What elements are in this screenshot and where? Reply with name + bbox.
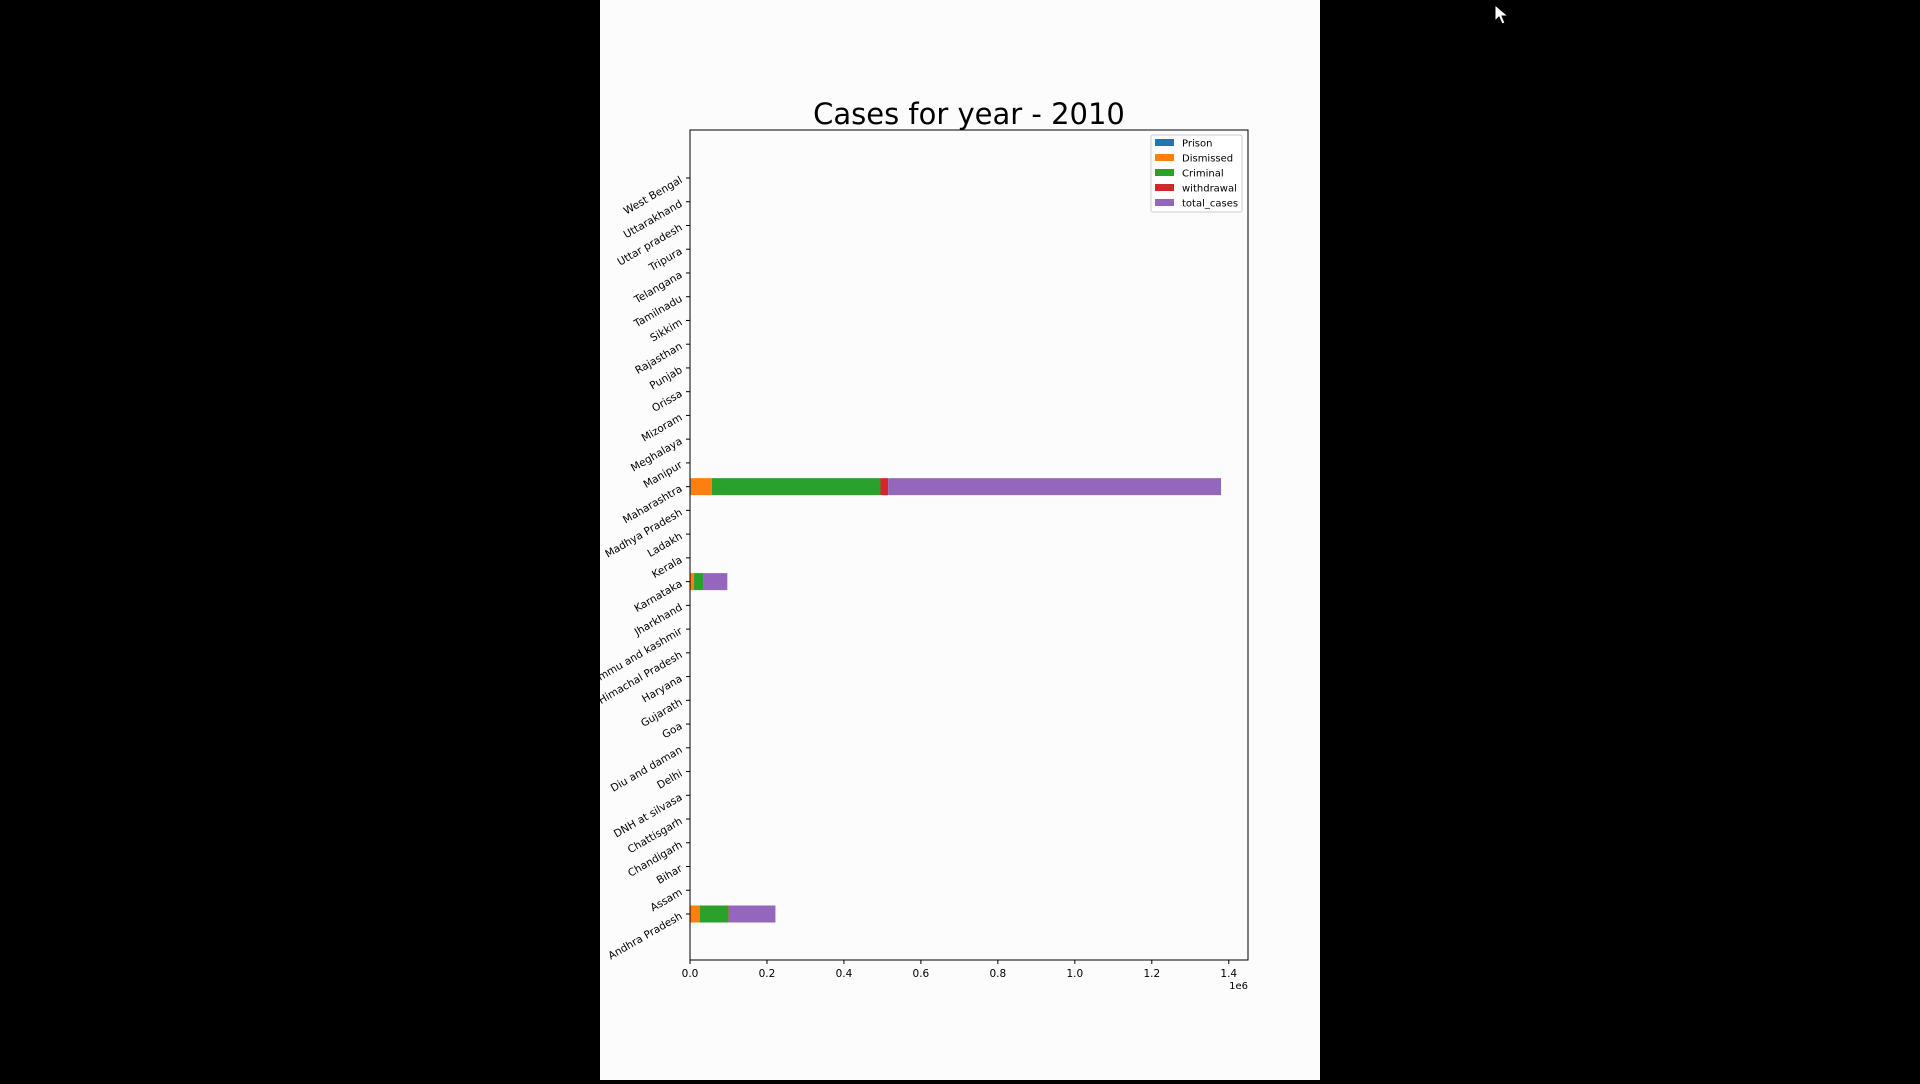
legend-swatch <box>1155 169 1174 176</box>
bar-Dismissed-karnataka <box>690 573 694 590</box>
legend-label: Dismissed <box>1182 154 1233 165</box>
legend-label: total_cases <box>1182 199 1238 210</box>
x-tick-label: 0.8 <box>990 968 1007 980</box>
mouse-pointer-icon <box>1494 4 1510 30</box>
chart-title: Cases for year - 2010 <box>813 97 1125 131</box>
y-tick-label: Delhi <box>655 768 684 792</box>
x-tick-label: 1.4 <box>1220 968 1237 980</box>
bar-chart: Cases for year - 2010 Andhra PradeshAssa… <box>600 0 1320 1080</box>
bar-total_cases-andhra-pradesh <box>729 906 776 923</box>
legend-label: withdrawal <box>1182 184 1237 195</box>
x-tick-label: 0.6 <box>913 968 930 980</box>
bar-Dismissed-andhra-pradesh <box>690 906 700 923</box>
bar-Criminal-karnataka <box>694 573 704 590</box>
x-axis: 0.0 0.2 0.4 0.6 0.8 1.0 1.2 1.4 <box>682 960 1238 980</box>
y-tick-label: Kerala <box>650 554 685 581</box>
legend-swatch <box>1155 154 1174 161</box>
legend: Prison Dismissed Criminal withdrawal total_c… <box>1151 135 1242 212</box>
x-tick-label: 0.2 <box>759 968 776 980</box>
legend-swatch <box>1155 139 1174 146</box>
bar-Criminal-maharashtra <box>712 478 881 495</box>
x-axis-offset-label: 1e6 <box>1229 981 1248 992</box>
x-tick-label: 1.2 <box>1143 968 1160 980</box>
x-tick-label: 0.4 <box>836 968 853 980</box>
x-tick-label: 0.0 <box>682 968 699 980</box>
y-tick-label: Andhra Pradesh <box>606 910 684 962</box>
bars-group <box>690 478 1221 922</box>
x-tick-label: 1.0 <box>1066 968 1083 980</box>
y-tick-label: Goa <box>660 720 684 741</box>
y-tick-label: Diu and daman <box>609 744 685 795</box>
legend-swatch <box>1155 199 1174 206</box>
bar-withdrawal-maharashtra <box>880 478 888 495</box>
legend-swatch <box>1155 184 1174 191</box>
legend-label: Criminal <box>1182 169 1224 180</box>
legend-label: Prison <box>1182 139 1212 150</box>
bar-total_cases-karnataka <box>704 573 727 590</box>
plot-frame <box>690 130 1248 960</box>
y-tick-label: Orissa <box>650 388 684 415</box>
bar-Dismissed-maharashtra <box>691 478 712 495</box>
y-tick-label: Assam <box>648 886 684 914</box>
bar-total_cases-maharashtra <box>888 478 1221 495</box>
bar-Criminal-andhra-pradesh <box>700 906 728 923</box>
y-axis: Andhra PradeshAssamBiharChandigarhChatti… <box>600 174 690 962</box>
y-tick-label: Bihar <box>655 862 685 886</box>
